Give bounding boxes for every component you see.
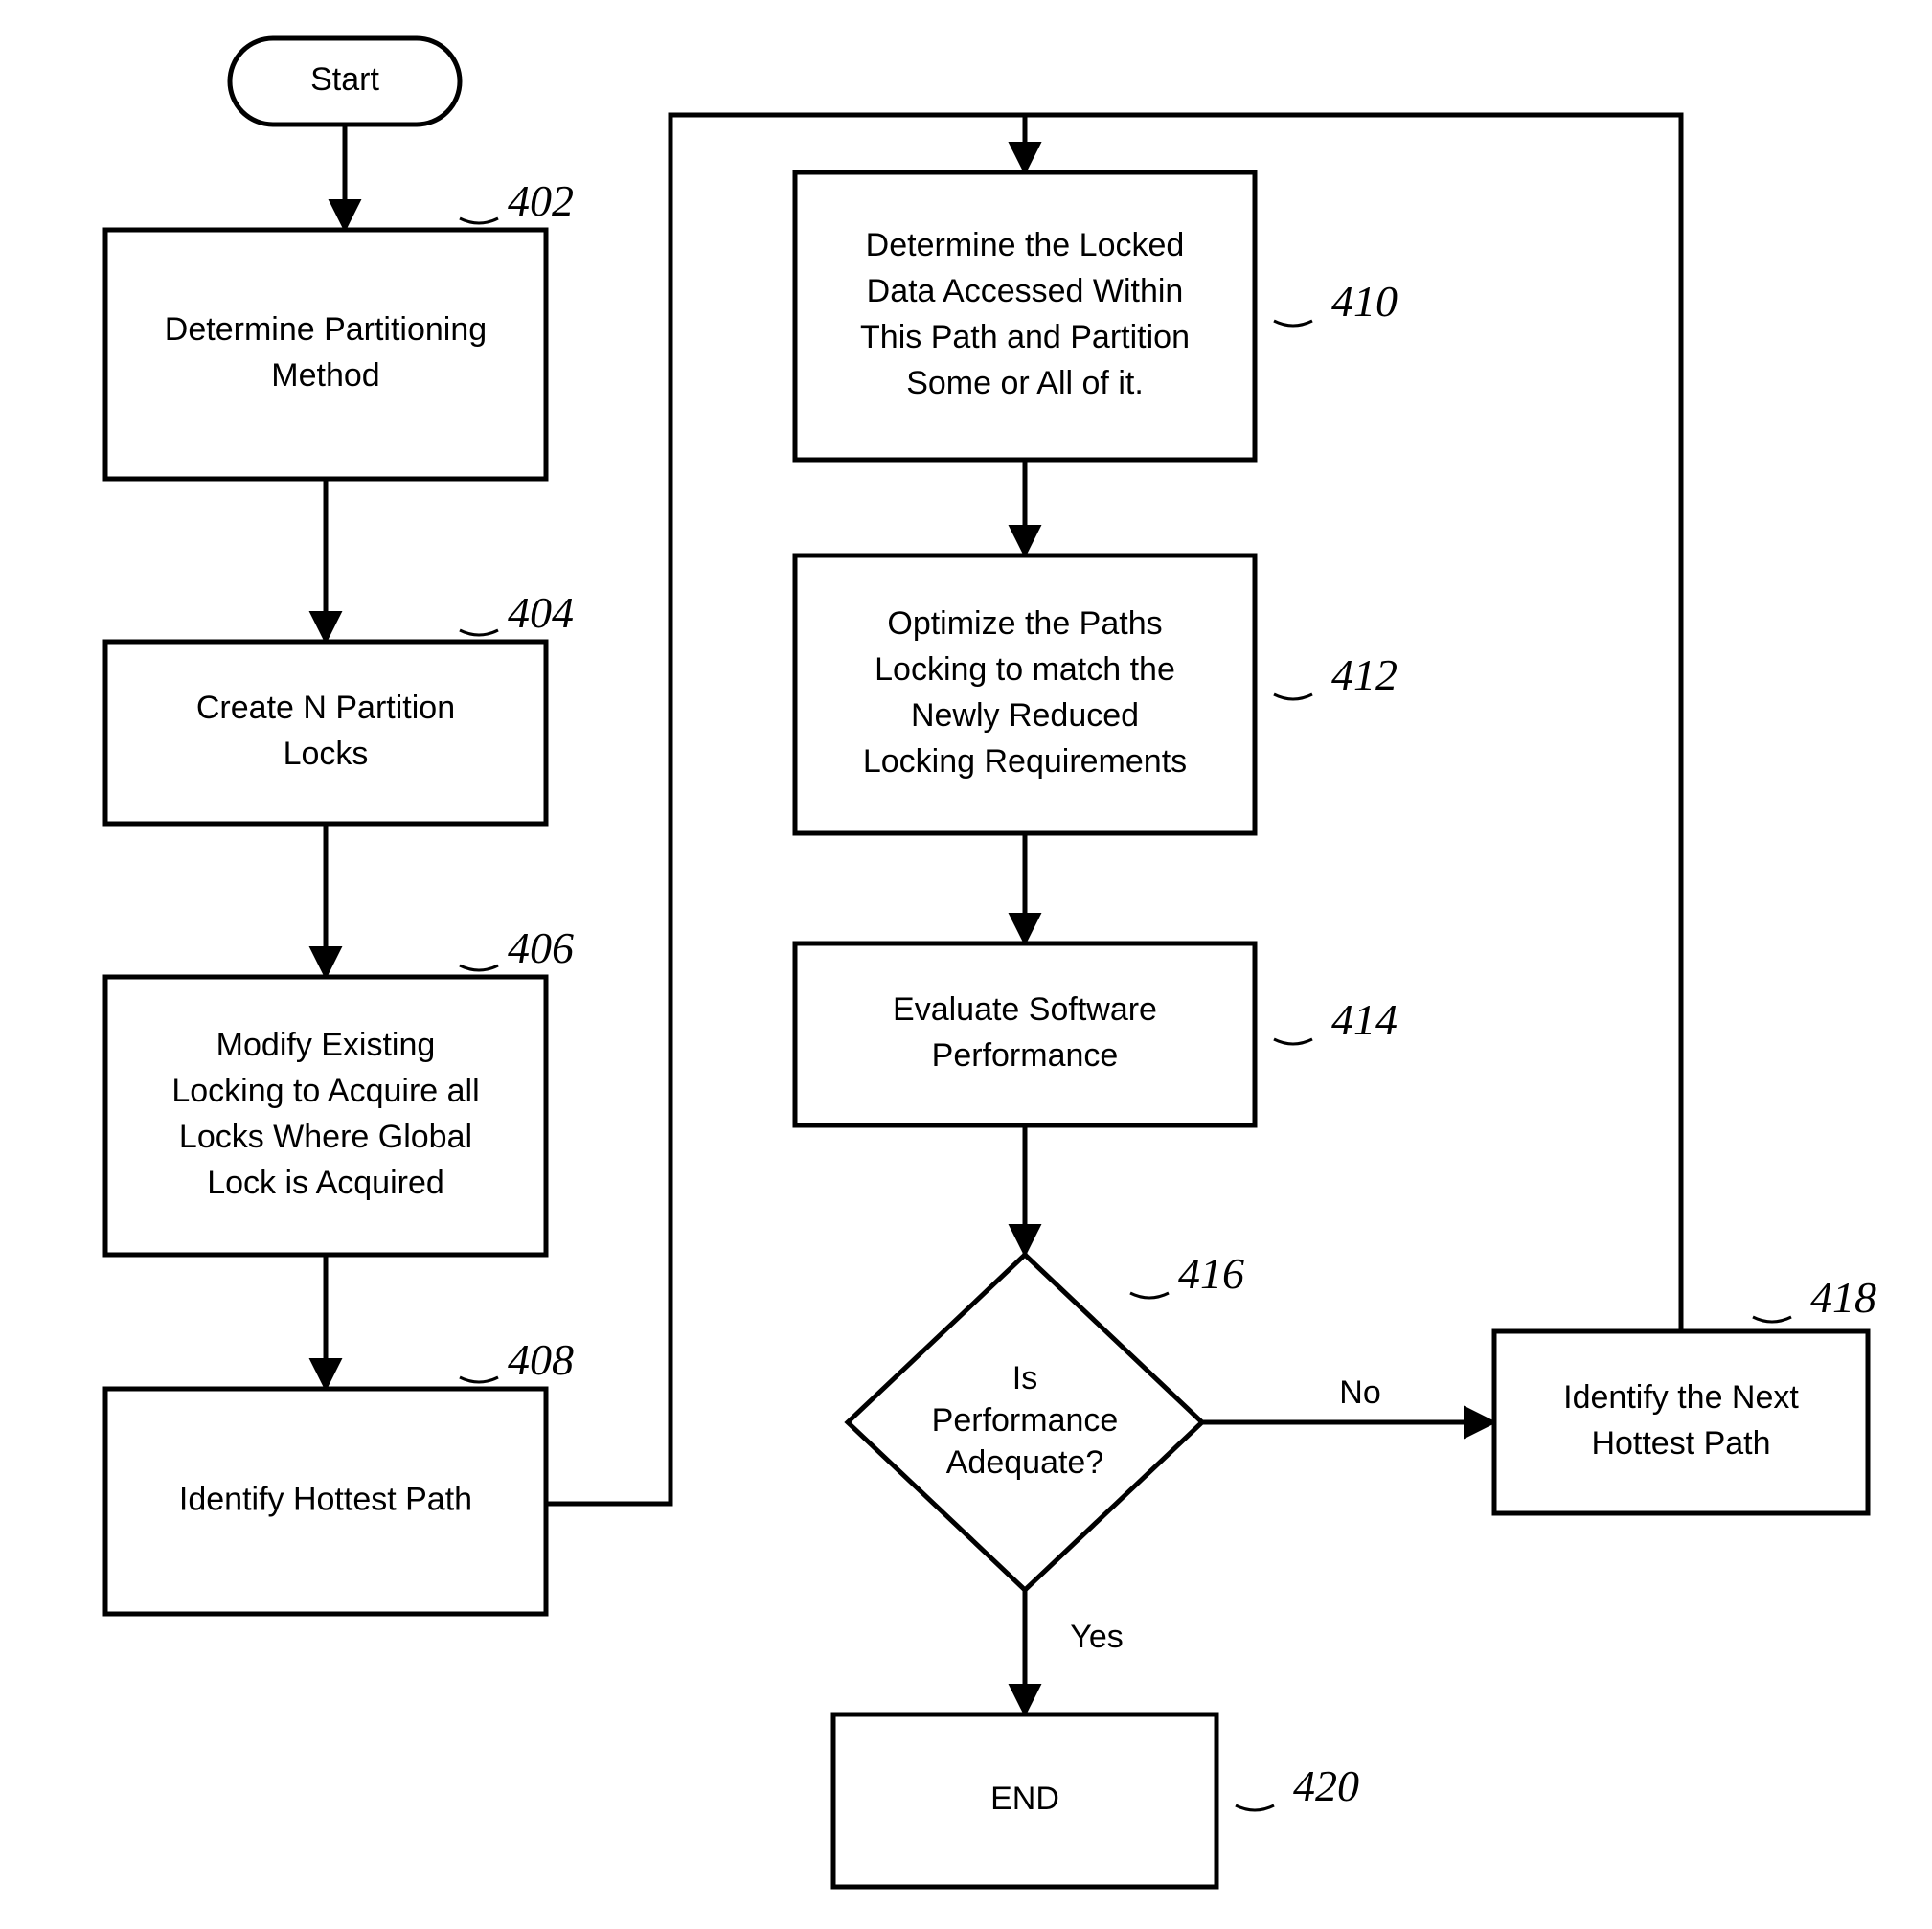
ref-tick — [460, 630, 498, 635]
ref-tick — [1753, 1317, 1791, 1322]
node-n420-text: END — [990, 1781, 1059, 1817]
ref-414: 414 — [1331, 995, 1398, 1044]
node-start-text: Start — [310, 61, 379, 98]
ref-418: 418 — [1810, 1273, 1876, 1322]
ref-410: 410 — [1331, 277, 1398, 326]
ref-tick — [1274, 321, 1312, 326]
edge-label-yes: Yes — [1070, 1619, 1123, 1655]
node-n402 — [105, 230, 546, 479]
ref-tick — [460, 218, 498, 223]
node-n406 — [105, 977, 546, 1255]
node-n412 — [795, 556, 1255, 833]
ref-tick — [1236, 1805, 1274, 1810]
ref-406: 406 — [508, 923, 574, 972]
edge-label-no: No — [1339, 1374, 1380, 1411]
ref-tick — [460, 965, 498, 970]
ref-408: 408 — [508, 1335, 574, 1384]
node-n404 — [105, 642, 546, 824]
node-n418 — [1494, 1331, 1868, 1513]
ref-402: 402 — [508, 176, 574, 225]
ref-420: 420 — [1293, 1761, 1359, 1810]
node-n410 — [795, 172, 1255, 460]
node-n414 — [795, 943, 1255, 1125]
ref-tick — [1274, 694, 1312, 699]
ref-tick — [1130, 1293, 1169, 1298]
ref-404: 404 — [508, 588, 574, 637]
ref-tick — [1274, 1039, 1312, 1044]
ref-tick — [460, 1377, 498, 1382]
node-n408-text: Identify Hottest Path — [179, 1481, 472, 1517]
ref-412: 412 — [1331, 650, 1398, 699]
ref-416: 416 — [1178, 1249, 1244, 1298]
